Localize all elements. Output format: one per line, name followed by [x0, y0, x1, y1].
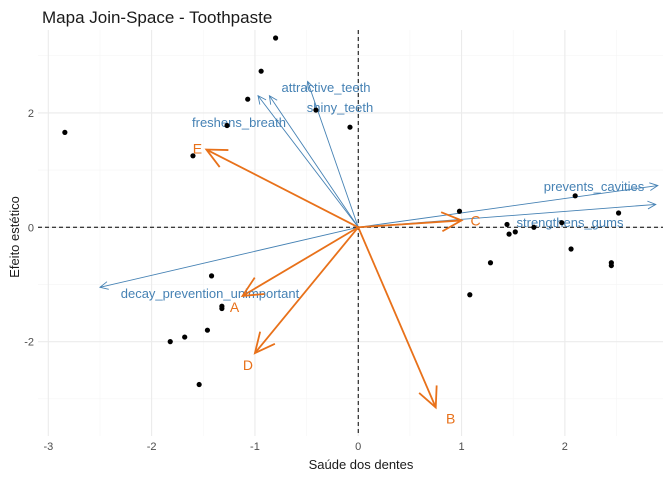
- data-point: [608, 262, 614, 269]
- data-point: [313, 107, 319, 113]
- attribute-arrowhead: [649, 182, 659, 191]
- data-point: [504, 221, 510, 228]
- attribute-vector-line: [99, 226, 359, 288]
- data-point: [512, 229, 518, 235]
- data-point: [245, 96, 251, 102]
- group-arrowhead: [240, 277, 265, 297]
- data-point: [559, 220, 565, 226]
- group-arrowhead: [418, 385, 438, 410]
- data-point: [182, 334, 188, 340]
- data-point: [219, 305, 225, 312]
- x-tick-label: -3: [43, 441, 53, 453]
- data-point: [224, 122, 230, 129]
- x-axis-title: Saúde dos dentes: [309, 457, 414, 472]
- attribute-vector-line: [257, 95, 359, 228]
- attribute-arrowhead: [306, 80, 315, 91]
- data-point: [615, 210, 622, 216]
- attribute-arrowhead: [98, 281, 109, 290]
- data-point: [568, 246, 574, 252]
- attribute-vector-line: [269, 95, 359, 228]
- x-tick-label: -1: [250, 441, 260, 453]
- data-point: [487, 260, 494, 266]
- group-arrowhead: [253, 331, 276, 355]
- attribute-label: decay_prevention_unimportant: [121, 286, 300, 301]
- attribute-vector-line: [307, 81, 359, 228]
- data-point: [196, 381, 202, 388]
- data-point: [506, 231, 512, 237]
- attribute-label: attractive_teeth: [282, 80, 371, 95]
- x-tick-label: 1: [458, 441, 464, 453]
- data-point: [190, 153, 196, 159]
- group-arrowhead: [440, 211, 464, 233]
- data-point: [347, 124, 353, 130]
- attribute-arrowhead: [647, 200, 657, 210]
- group-vectors: E C A D B: [193, 141, 481, 427]
- x-tick-label: -2: [147, 441, 157, 453]
- attribute-arrowhead: [268, 94, 278, 105]
- group-vector-line: [254, 226, 359, 354]
- data-point: [273, 35, 279, 41]
- reference-lines: [38, 30, 663, 436]
- group-vector-line: [205, 148, 359, 229]
- y-tick-label: -2: [24, 337, 34, 349]
- group-label: C: [470, 212, 480, 228]
- group-vector-line: [357, 226, 437, 408]
- attribute-label: freshens_breath: [192, 115, 286, 130]
- chart-title: Mapa Join-Space - Toothpaste: [42, 8, 272, 27]
- attribute-label: prevents_cavities: [544, 179, 645, 194]
- data-point: [167, 339, 173, 345]
- group-label: A: [230, 299, 240, 315]
- group-vector-line: [358, 219, 462, 229]
- group-vector-line: [242, 226, 359, 297]
- group-label: D: [243, 357, 253, 373]
- y-tick-label: 2: [28, 108, 34, 120]
- group-arrowhead: [204, 148, 229, 168]
- attribute-vector-line: [358, 185, 658, 228]
- observation-points: [62, 35, 622, 388]
- x-tick-label: 0: [355, 441, 361, 453]
- attribute-label: shiny_teeth: [307, 100, 374, 115]
- data-point: [456, 208, 463, 214]
- x-tick-label: 2: [562, 441, 568, 453]
- attribute-label: strengthens_gums: [517, 215, 624, 230]
- group-label: B: [446, 410, 455, 426]
- data-point: [62, 129, 68, 135]
- data-point: [208, 273, 215, 279]
- data-point: [258, 68, 264, 74]
- y-axis-title: Efeito estético: [7, 196, 22, 278]
- data-point: [572, 193, 578, 199]
- attribute-arrowhead: [257, 94, 267, 105]
- data-point: [204, 327, 211, 333]
- data-point: [531, 224, 537, 230]
- y-tick-label: 0: [28, 222, 34, 234]
- group-label: E: [193, 141, 202, 157]
- data-point: [467, 292, 473, 298]
- attribute-vectors: attractive_teeth shiny_teeth freshens_brea…: [98, 80, 659, 301]
- axis-ticks: -3 -2 -1 0 1 2 -2 0 2: [24, 108, 568, 453]
